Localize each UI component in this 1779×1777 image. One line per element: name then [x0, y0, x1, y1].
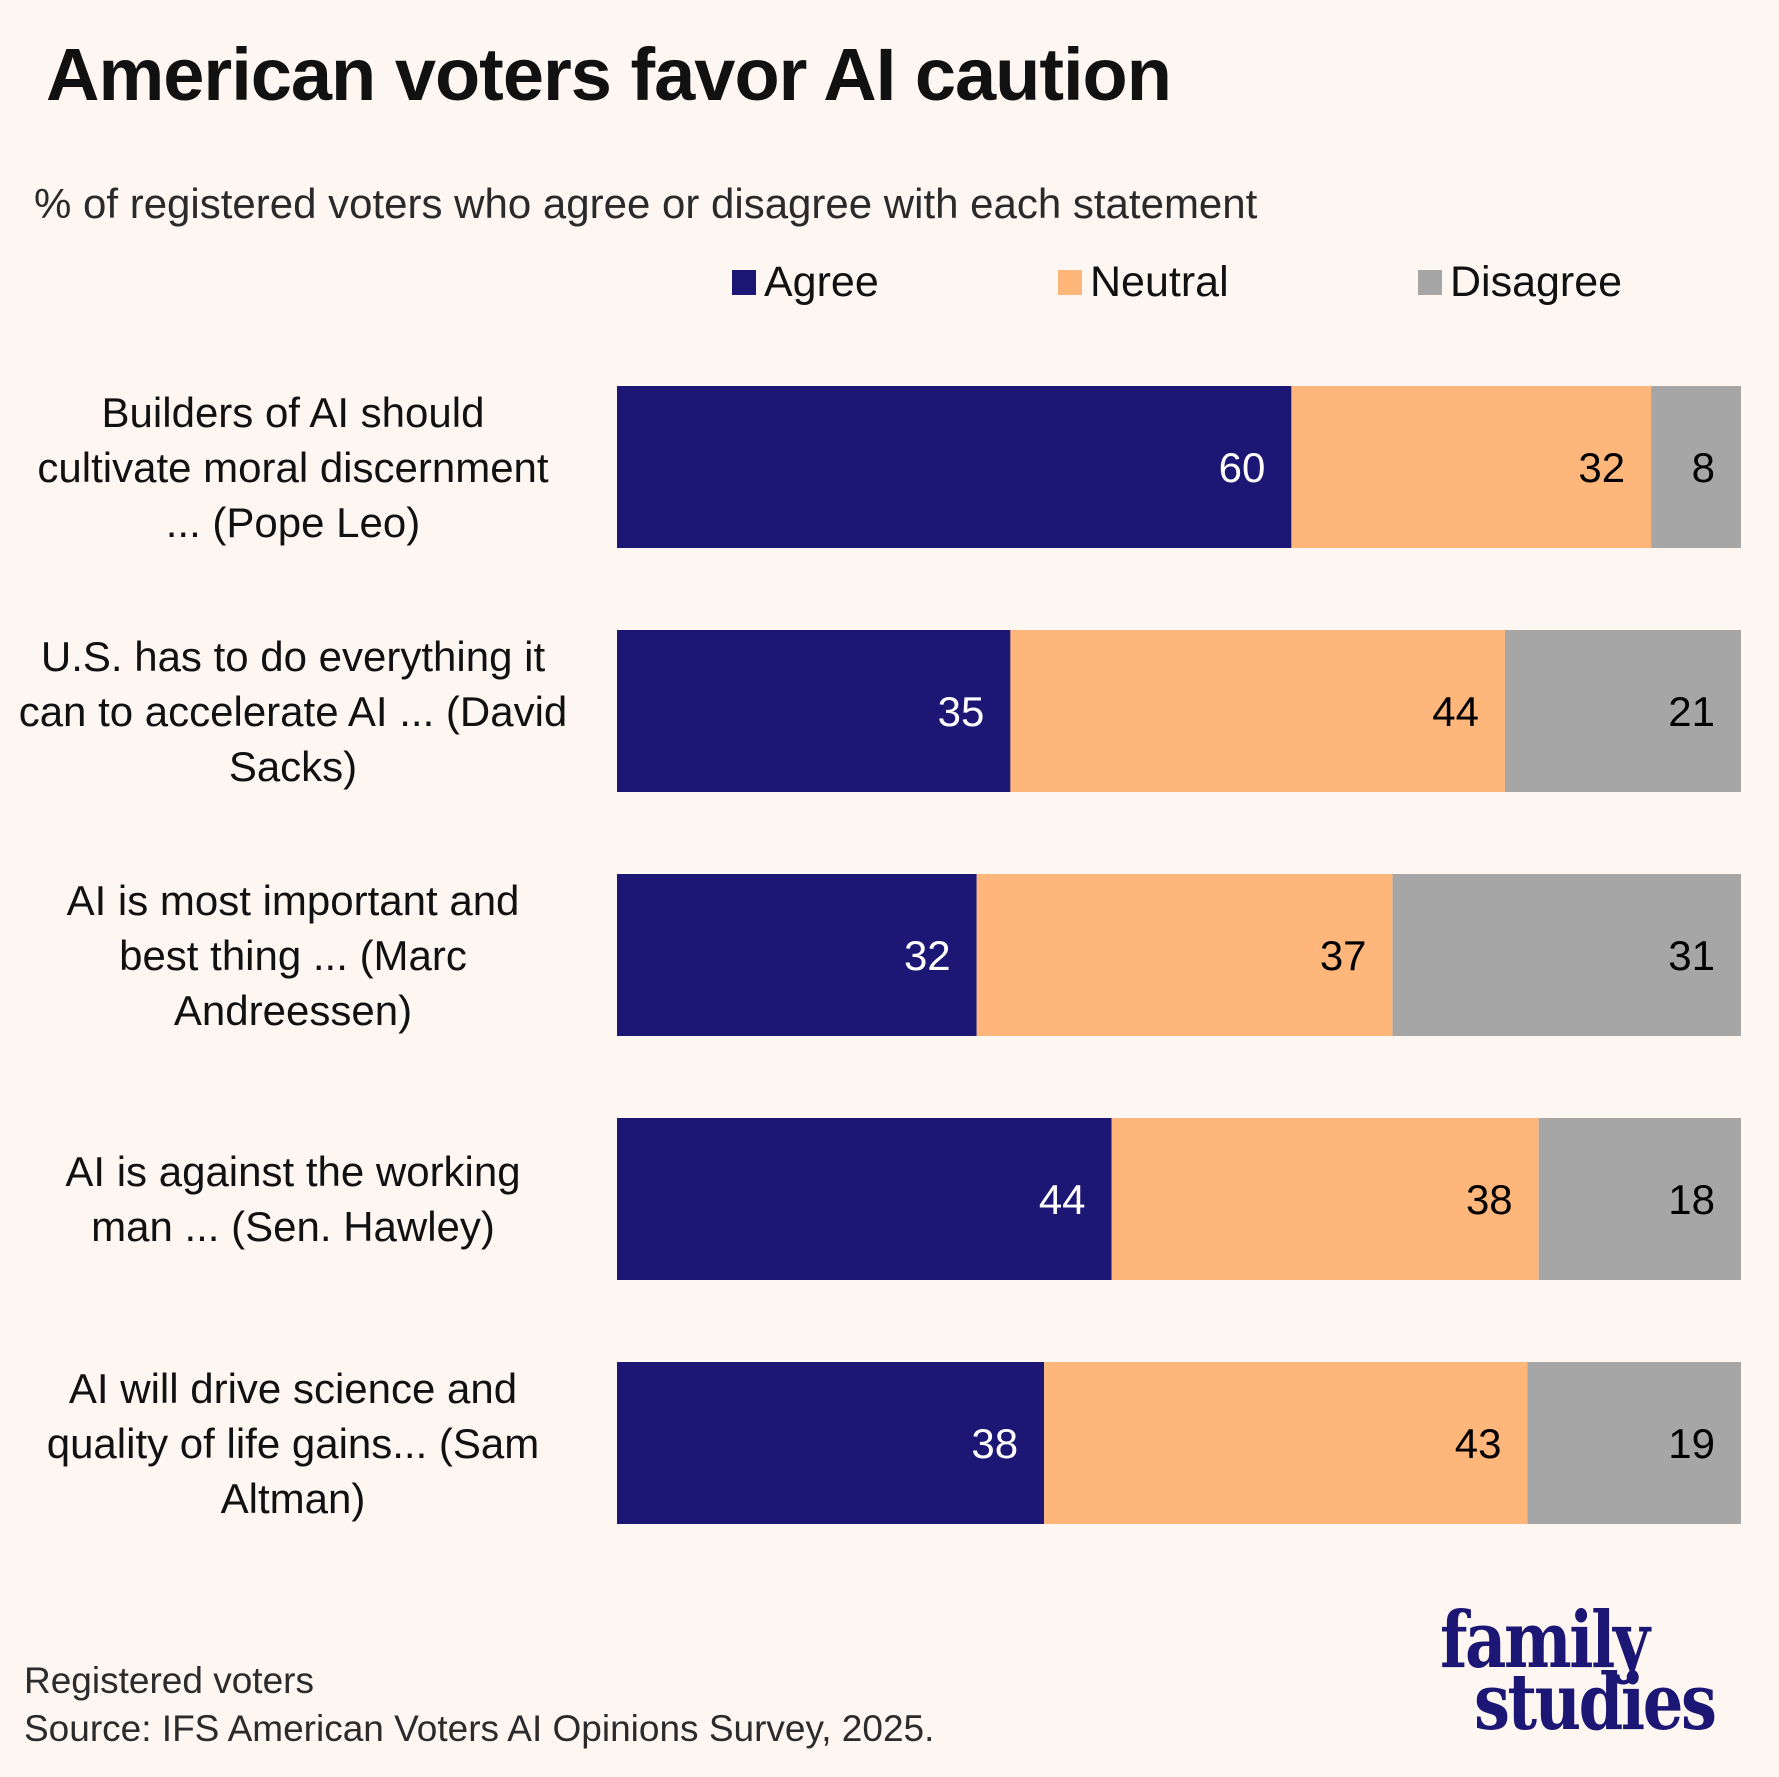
- bar-row: 44 38 18: [617, 1118, 1741, 1280]
- bar-row: 60 32 8: [617, 386, 1741, 548]
- legend-swatch-neutral: [1058, 270, 1082, 295]
- category-label-line: ... (Pope Leo): [165, 498, 421, 546]
- bar-row: 32 37 31: [617, 874, 1741, 1036]
- logo-line-1: family: [1440, 1595, 1650, 1686]
- legend-swatch-agree: [732, 270, 756, 295]
- bar-segment-disagree: [1504, 630, 1741, 792]
- data-label-neutral: 44: [1432, 688, 1479, 735]
- bar-segment-agree: [617, 874, 977, 1036]
- legend-item-agree: Agree: [732, 258, 879, 307]
- data-label-disagree: 19: [1668, 1420, 1715, 1467]
- legend-item-neutral: Neutral: [1058, 258, 1229, 307]
- data-label-agree: 35: [938, 688, 985, 735]
- data-label-disagree: 18: [1668, 1176, 1715, 1223]
- legend-label-agree: Agree: [764, 258, 879, 306]
- family-studies-logo: family studies: [1440, 1595, 1767, 1748]
- bar-segment-disagree: [1392, 874, 1741, 1036]
- bar-segment-neutral: [1291, 386, 1652, 548]
- data-label-agree: 44: [1039, 1176, 1086, 1223]
- category-label-line: U.S. has to do everything it: [40, 632, 546, 680]
- legend-swatch-disagree: [1418, 270, 1442, 295]
- bar-segment-neutral: [1010, 630, 1505, 792]
- data-label-agree: 38: [971, 1420, 1018, 1467]
- category-label-line: can to accelerate AI ... (David: [18, 687, 568, 735]
- bar-segment-agree: [617, 1118, 1112, 1280]
- category-label-line: cultivate moral discernment: [37, 443, 549, 491]
- bar-row: 38 43 19: [617, 1362, 1741, 1524]
- category-label-line: AI will drive science and: [68, 1364, 518, 1412]
- legend-item-disagree: Disagree: [1418, 258, 1622, 307]
- category-label-line: best thing ... (Marc: [119, 931, 467, 979]
- category-label: Builders of AI should cultivate moral dis…: [0, 385, 586, 550]
- data-label-neutral: 37: [1320, 932, 1367, 979]
- bar-segment-agree: [617, 630, 1011, 792]
- bar-segment-disagree: [1527, 1362, 1741, 1524]
- data-label-neutral: 32: [1578, 444, 1625, 491]
- category-label-line: AI is most important and: [66, 876, 520, 924]
- category-label-line: Sacks): [228, 742, 358, 790]
- data-label-disagree: 31: [1668, 932, 1715, 979]
- bar-segment-disagree: [1651, 386, 1741, 548]
- chart-subtitle: % of registered voters who agree or disa…: [34, 180, 1258, 227]
- logo-line-2: studies: [1474, 1657, 1717, 1748]
- bar-segment-neutral: [1044, 1362, 1528, 1524]
- data-label-neutral: 43: [1455, 1420, 1502, 1467]
- category-label-line: quality of life gains... (Sam: [46, 1419, 540, 1467]
- legend-label-neutral: Neutral: [1090, 258, 1229, 306]
- category-label-line: man ... (Sen. Hawley): [91, 1203, 495, 1250]
- category-label: AI will drive science and quality of life…: [0, 1361, 586, 1526]
- data-label-neutral: 38: [1466, 1176, 1513, 1223]
- category-label-line: Andreessen): [173, 986, 413, 1034]
- source-note: Source: IFS American Voters AI Opinions …: [24, 1708, 935, 1749]
- bar-segment-disagree: [1538, 1118, 1741, 1280]
- bar-segment-agree: [617, 1362, 1045, 1524]
- bar-segment-neutral: [1111, 1118, 1539, 1280]
- bar-row: 35 44 21: [617, 630, 1741, 792]
- category-label-line: AI is against the working: [65, 1148, 521, 1195]
- bar-segment-neutral: [976, 874, 1393, 1036]
- data-label-agree: 60: [1219, 444, 1266, 491]
- bar-segment-agree: [617, 386, 1292, 548]
- data-label-disagree: 21: [1668, 688, 1715, 735]
- category-label: U.S. has to do everything it can to accel…: [0, 629, 586, 794]
- chart-title: American voters favor AI caution: [46, 33, 1172, 116]
- category-label-line: Altman): [220, 1474, 366, 1522]
- category-label: AI is against the working man ... (Sen. H…: [0, 1144, 586, 1254]
- data-label-disagree: 8: [1692, 444, 1715, 491]
- category-label-line: Builders of AI should: [101, 388, 485, 436]
- footer-note: Registered voters: [24, 1660, 314, 1701]
- legend-label-disagree: Disagree: [1450, 258, 1623, 306]
- category-label: AI is most important and best thing ... (…: [0, 873, 586, 1038]
- data-label-agree: 32: [904, 932, 951, 979]
